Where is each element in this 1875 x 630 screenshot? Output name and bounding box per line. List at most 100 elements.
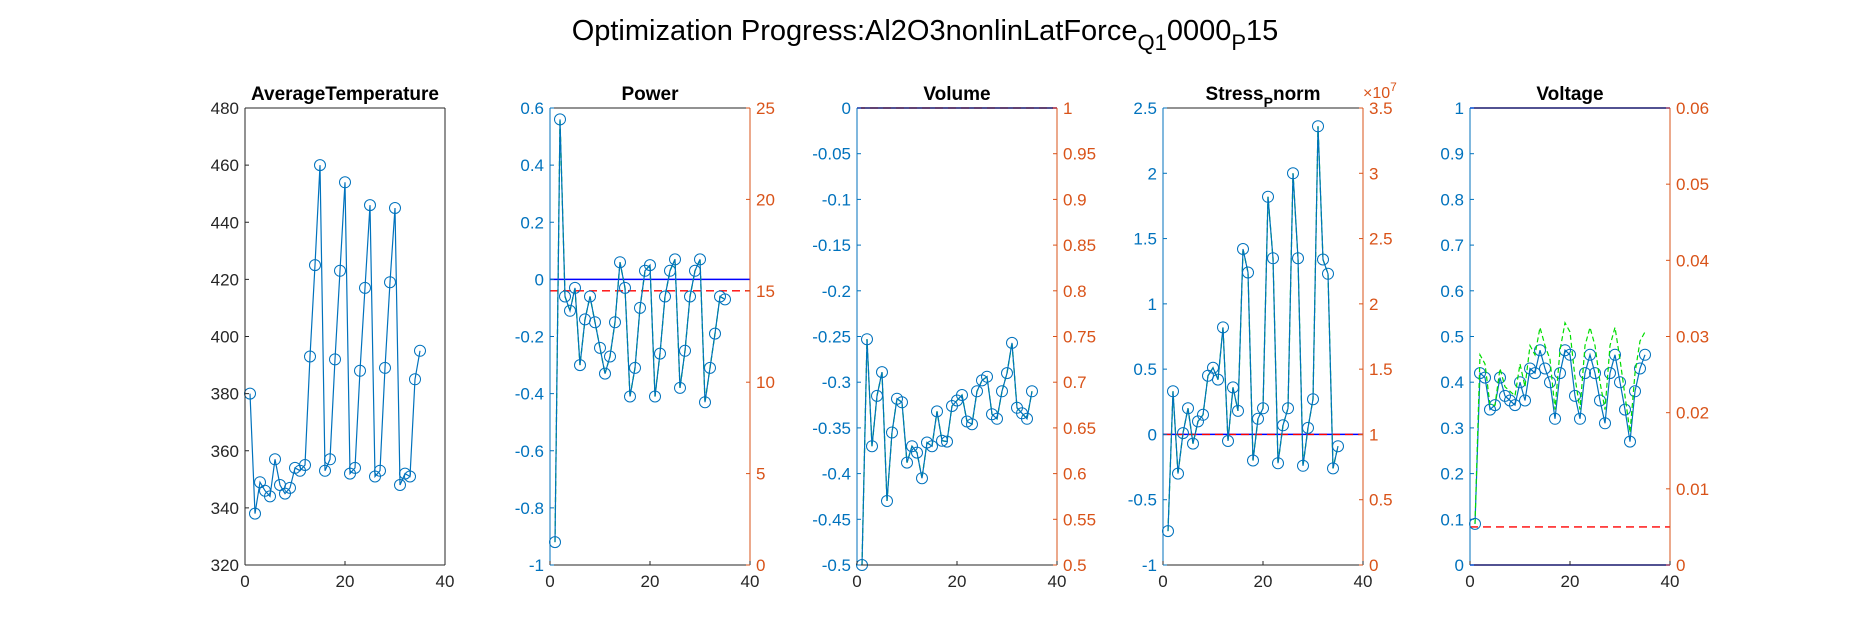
data-point bbox=[359, 281, 371, 294]
y2-tick-label: 1.5 bbox=[1369, 360, 1393, 379]
y-tick-label: 1 bbox=[1455, 99, 1464, 118]
y-tick-label: 0.5 bbox=[1440, 328, 1464, 347]
data-point bbox=[669, 253, 681, 266]
data-point bbox=[1267, 252, 1279, 265]
data-point bbox=[956, 389, 968, 401]
y-tick-label: 1 bbox=[1148, 295, 1157, 314]
data-point bbox=[1182, 402, 1194, 415]
data-point bbox=[1172, 467, 1184, 480]
data-point bbox=[569, 281, 581, 294]
data-point bbox=[634, 301, 646, 314]
y2-tick-label: 0 bbox=[1676, 556, 1685, 575]
y2-tick-label: 0.8 bbox=[1063, 282, 1087, 301]
data-point bbox=[916, 472, 928, 485]
data-point bbox=[314, 159, 326, 172]
y-tick-label: 0.7 bbox=[1440, 236, 1464, 255]
data-point bbox=[599, 367, 611, 380]
series-line-green-dashed bbox=[1167, 126, 1339, 532]
data-point bbox=[1177, 427, 1189, 440]
y-tick-label: 0.8 bbox=[1440, 190, 1464, 209]
data-point bbox=[1629, 385, 1641, 398]
data-point bbox=[679, 344, 691, 357]
x-tick-label: 20 bbox=[641, 572, 660, 591]
y2-tick-label: 0.02 bbox=[1676, 404, 1709, 423]
subplot-title: Power bbox=[621, 84, 679, 105]
y-tick-label: 380 bbox=[211, 385, 239, 404]
y-tick-label: -0.25 bbox=[812, 328, 851, 347]
data-point bbox=[719, 293, 731, 306]
data-point bbox=[881, 495, 893, 507]
data-point bbox=[704, 361, 716, 374]
data-point bbox=[1232, 404, 1244, 417]
series-line-blue bbox=[554, 119, 726, 543]
y-tick-label: 1.5 bbox=[1133, 230, 1157, 249]
y-tick-label: -0.35 bbox=[812, 419, 851, 438]
data-point bbox=[614, 256, 626, 269]
data-point bbox=[334, 264, 346, 277]
data-point bbox=[589, 316, 601, 329]
y2-tick-label: 0 bbox=[1369, 556, 1378, 575]
y2-tick-label: 0.05 bbox=[1676, 175, 1709, 194]
data-point bbox=[1639, 348, 1651, 361]
x-tick-label: 40 bbox=[1048, 572, 1067, 591]
x-tick-label: 20 bbox=[336, 572, 355, 591]
y2-tick-label: 0.75 bbox=[1063, 328, 1096, 347]
y-tick-label: 0.4 bbox=[1440, 373, 1464, 392]
data-point bbox=[349, 461, 361, 474]
data-point bbox=[619, 281, 631, 294]
y-tick-label: 0.6 bbox=[1440, 282, 1464, 301]
y2-tick-label: 2 bbox=[1369, 295, 1378, 314]
subplot-title-end: norm bbox=[1273, 84, 1321, 105]
y-tick-label: 0.5 bbox=[1133, 360, 1157, 379]
y-tick-label: -0.6 bbox=[515, 442, 544, 461]
data-point bbox=[379, 361, 391, 374]
data-point bbox=[574, 359, 586, 372]
data-point bbox=[694, 253, 706, 266]
data-point bbox=[871, 389, 883, 402]
data-point bbox=[1026, 385, 1038, 398]
y-tick-label: -0.5 bbox=[1128, 491, 1157, 510]
series-line-blue bbox=[1167, 126, 1339, 532]
y2-tick-label: 0.5 bbox=[1063, 556, 1087, 575]
y-tick-label: 0 bbox=[1455, 556, 1464, 575]
y2-tick-label: 5 bbox=[756, 465, 765, 484]
y-tick-label: -0.15 bbox=[812, 236, 851, 255]
y-tick-label: 460 bbox=[211, 156, 239, 175]
data-point bbox=[1021, 412, 1033, 425]
data-point bbox=[674, 381, 686, 394]
data-point bbox=[609, 316, 621, 329]
x-tick-label: 40 bbox=[436, 572, 455, 591]
figure-title-sub2: P bbox=[1231, 30, 1246, 55]
data-point bbox=[1247, 454, 1259, 467]
data-point bbox=[594, 341, 606, 354]
y2-tick-label: 3 bbox=[1369, 164, 1378, 183]
data-point bbox=[966, 418, 978, 431]
x-tick-label: 0 bbox=[240, 572, 249, 591]
data-point bbox=[324, 453, 336, 466]
y-tick-label: 340 bbox=[211, 499, 239, 518]
data-point bbox=[329, 353, 341, 366]
y-tick-label: 400 bbox=[211, 328, 239, 347]
data-point bbox=[1207, 361, 1219, 374]
data-point bbox=[364, 199, 376, 212]
data-point bbox=[1307, 393, 1319, 406]
data-point bbox=[709, 327, 721, 340]
data-point bbox=[1167, 385, 1179, 398]
y-tick-label: 0.2 bbox=[1440, 465, 1464, 484]
data-point bbox=[876, 366, 888, 379]
data-point bbox=[269, 453, 281, 466]
data-point bbox=[249, 507, 261, 520]
y2-tick-label: 0.85 bbox=[1063, 236, 1096, 255]
data-point bbox=[1529, 367, 1541, 380]
data-point bbox=[299, 459, 311, 471]
y-tick-label: -0.3 bbox=[822, 373, 851, 392]
y2-tick-label: 0.5 bbox=[1369, 491, 1393, 510]
x-tick-label: 0 bbox=[545, 572, 554, 591]
data-point bbox=[1534, 344, 1546, 357]
y-tick-label: 0.9 bbox=[1440, 145, 1464, 164]
data-point bbox=[1212, 373, 1224, 386]
data-point bbox=[1187, 437, 1199, 450]
y2-tick-label: 0.04 bbox=[1676, 251, 1709, 270]
y2-tick-label: 0.7 bbox=[1063, 373, 1087, 392]
